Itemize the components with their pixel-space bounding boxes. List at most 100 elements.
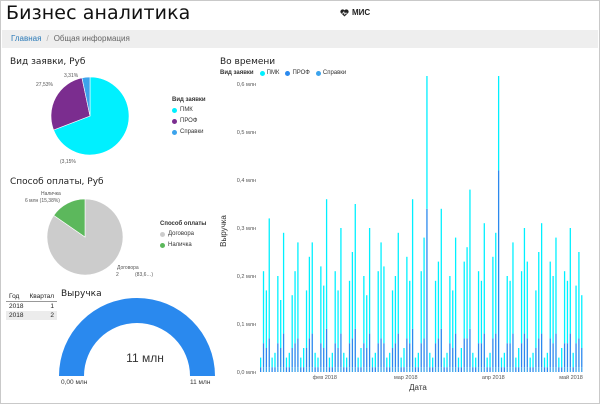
bar-ПМК[interactable] xyxy=(380,242,382,339)
bar-ПРОФ[interactable] xyxy=(348,343,351,368)
bar-ПМК[interactable] xyxy=(400,357,402,368)
bar-ПРОФ[interactable] xyxy=(262,343,265,368)
bar-ПМК[interactable] xyxy=(391,290,394,348)
bar-ПРОФ[interactable] xyxy=(520,343,523,368)
bar-ПРОФ[interactable] xyxy=(497,170,500,368)
bar-Справки[interactable] xyxy=(383,367,385,372)
bar-Справки[interactable] xyxy=(377,367,379,372)
bar-ПРОФ[interactable] xyxy=(426,208,428,368)
bar-ПМК[interactable] xyxy=(268,218,270,339)
bar-Справки[interactable] xyxy=(320,367,322,372)
bar-Справки[interactable] xyxy=(297,367,299,372)
bar-ПМК[interactable] xyxy=(429,352,431,368)
bar-ПРОФ[interactable] xyxy=(351,338,354,368)
bar-ПРОФ[interactable] xyxy=(469,328,471,368)
bar-ПМК[interactable] xyxy=(409,280,411,344)
bar-Справки[interactable] xyxy=(354,367,356,372)
bar-Справки[interactable] xyxy=(449,367,451,372)
bar-ПМК[interactable] xyxy=(477,271,480,344)
table-row[interactable]: 2018 2 xyxy=(6,311,58,320)
bar-ПРОФ[interactable] xyxy=(291,348,293,368)
bar-ПРОФ[interactable] xyxy=(566,343,569,368)
bar-ПМК[interactable] xyxy=(486,357,488,368)
bar-Справки[interactable] xyxy=(411,367,414,372)
pie-slice-Справки[interactable] xyxy=(81,76,91,117)
bar-ПМК[interactable] xyxy=(277,276,279,344)
bar-Справки[interactable] xyxy=(463,367,465,372)
bar-ПМК[interactable] xyxy=(334,271,336,344)
bar-ПМК[interactable] xyxy=(368,228,371,334)
bar-ПРОФ[interactable] xyxy=(328,367,331,372)
bar-Справки[interactable] xyxy=(426,367,428,372)
bar-ПМК[interactable] xyxy=(503,352,506,368)
bar-Справки[interactable] xyxy=(280,367,282,372)
bar-ПМК[interactable] xyxy=(351,252,354,339)
bar-Справки[interactable] xyxy=(368,367,371,372)
bar-ПРОФ[interactable] xyxy=(377,343,379,368)
bar-ПМК[interactable] xyxy=(578,252,580,339)
bar-ПРОФ[interactable] xyxy=(492,338,494,368)
bar-ПМК[interactable] xyxy=(371,357,374,368)
bar-ПМК[interactable] xyxy=(377,271,379,344)
bar-ПМК[interactable] xyxy=(280,300,282,348)
bar-ПМК[interactable] xyxy=(308,256,311,339)
bar-ПРОФ[interactable] xyxy=(380,338,382,368)
bar-Справки[interactable] xyxy=(520,367,523,372)
bar-ПМК[interactable] xyxy=(546,352,549,368)
bar-ПМК[interactable] xyxy=(366,295,368,348)
bar-ПРОФ[interactable] xyxy=(403,367,405,372)
bar-Справки[interactable] xyxy=(325,367,328,372)
bar-ПМК[interactable] xyxy=(454,237,457,334)
bar-Справки[interactable] xyxy=(265,367,268,372)
bar-ПРОФ[interactable] xyxy=(449,343,451,368)
bar-ПРОФ[interactable] xyxy=(371,367,374,372)
bar-ПМК[interactable] xyxy=(532,352,534,368)
bar-ПМК[interactable] xyxy=(437,261,440,339)
bar-ПРОФ[interactable] xyxy=(549,338,551,368)
bar-ПМК[interactable] xyxy=(363,276,365,344)
bar-Справки[interactable] xyxy=(394,367,397,372)
bar-ПРОФ[interactable] xyxy=(518,367,520,372)
pie-slice-ПМК[interactable] xyxy=(53,76,130,156)
bar-ПМК[interactable] xyxy=(285,357,288,368)
bar-ПРОФ[interactable] xyxy=(523,333,526,368)
legend-item-prof[interactable]: ПРОФ xyxy=(172,118,206,124)
bar-ПРОФ[interactable] xyxy=(389,367,391,372)
bar-Справки[interactable] xyxy=(526,367,528,372)
bar-ПМК[interactable] xyxy=(543,357,546,368)
bar-ПМК[interactable] xyxy=(492,256,494,339)
bar-Справки[interactable] xyxy=(282,367,285,372)
bar-ПМК[interactable] xyxy=(538,252,540,339)
bar-ПМК[interactable] xyxy=(406,256,408,339)
bar-ПМК[interactable] xyxy=(423,237,425,339)
bar-ПРОФ[interactable] xyxy=(443,367,445,372)
bar-ПРОФ[interactable] xyxy=(515,367,517,372)
bar-ПРОФ[interactable] xyxy=(503,367,506,372)
bar-ПРОФ[interactable] xyxy=(331,367,333,372)
bar-Справки[interactable] xyxy=(569,367,571,372)
bar-ПРОФ[interactable] xyxy=(260,367,262,372)
bar-ПРОФ[interactable] xyxy=(357,367,359,372)
bar-ПМК[interactable] xyxy=(305,290,308,348)
bar-ПРОФ[interactable] xyxy=(317,367,319,372)
bar-Справки[interactable] xyxy=(337,367,339,372)
timeline-chart[interactable]: 0,6 млн 0,5 млн 0,4 млн 0,3 млн 0,2 млн 0,1 м… xyxy=(212,76,596,394)
bar-Справки[interactable] xyxy=(334,367,336,372)
bar-Справки[interactable] xyxy=(391,367,394,372)
bar-ПМК[interactable] xyxy=(466,247,468,339)
bar-ПРОФ[interactable] xyxy=(457,367,460,372)
bar-ПМК[interactable] xyxy=(489,352,491,368)
bar-ПМК[interactable] xyxy=(417,352,419,368)
breadcrumb-home-link[interactable]: Главная xyxy=(11,34,42,43)
bar-Справки[interactable] xyxy=(434,367,437,372)
bar-ПРОФ[interactable] xyxy=(509,343,511,368)
bar-Справки[interactable] xyxy=(409,367,411,372)
bar-ПРОФ[interactable] xyxy=(303,367,305,372)
bar-Справки[interactable] xyxy=(363,367,365,372)
bar-Справки[interactable] xyxy=(477,367,480,372)
bar-Справки[interactable] xyxy=(308,367,311,372)
bar-Справки[interactable] xyxy=(535,367,537,372)
bar-ПРОФ[interactable] xyxy=(340,333,342,368)
bar-ПРОФ[interactable] xyxy=(475,367,477,372)
bar-ПРОФ[interactable] xyxy=(337,348,339,368)
